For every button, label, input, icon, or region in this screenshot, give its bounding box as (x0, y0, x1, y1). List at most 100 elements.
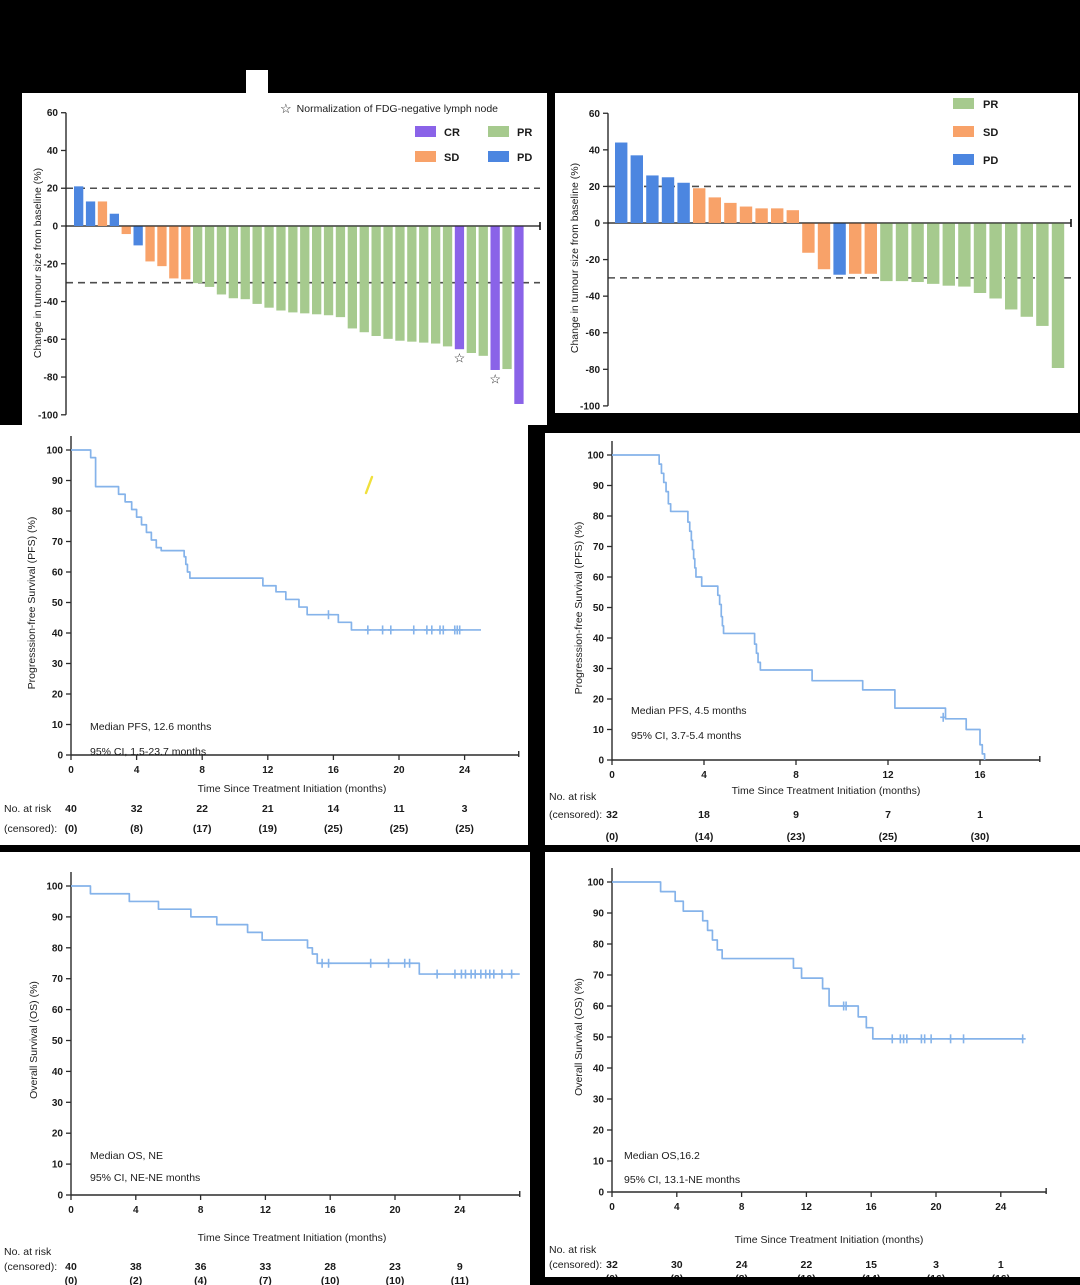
waterfall-bar (252, 226, 262, 304)
x-axis-label: Time Since Treatment Initiation (months) (197, 783, 387, 795)
risk-count: 40 (65, 1261, 77, 1273)
y-tick-label: 90 (593, 481, 605, 492)
risk-censored-count: (17) (193, 823, 212, 835)
y-tick-label: 70 (52, 537, 64, 548)
waterfall-bar (193, 226, 203, 284)
waterfall-bar (849, 223, 862, 274)
y-tick-label: -60 (586, 328, 601, 339)
y-tick-label: 20 (593, 695, 605, 706)
y-tick-label: -60 (44, 335, 59, 346)
risk-count: 36 (195, 1261, 207, 1273)
waterfall-bar (419, 226, 429, 343)
y-tick-label: 0 (57, 751, 63, 762)
risk-count: 40 (65, 803, 77, 815)
os-right-svg: 10090807060504030201000481216202432(0)30… (587, 868, 1047, 1277)
x-tick-label: 24 (995, 1202, 1007, 1213)
legend-label-SD: SD (444, 152, 459, 164)
risk-censored-count: (23) (787, 831, 806, 843)
x-tick-label: 16 (325, 1205, 337, 1216)
waterfall-bar (786, 210, 799, 223)
y-tick-label: 60 (593, 573, 605, 584)
x-tick-label: 16 (328, 765, 340, 776)
y-tick-label: 60 (52, 568, 64, 579)
y-tick-label: 40 (593, 1064, 605, 1075)
y-tick-label: 30 (593, 664, 605, 675)
y-tick-label: 80 (52, 507, 64, 518)
legend-label-PD: PD (983, 155, 998, 167)
risk-label-1: No. at risk (4, 803, 52, 815)
waterfall-bar (514, 226, 524, 404)
risk-count: 33 (260, 1261, 272, 1273)
risk-censored-count: (0) (606, 831, 619, 843)
waterfall-bar (677, 182, 690, 223)
waterfall-bar (1020, 223, 1033, 317)
y-tick-label: 40 (47, 146, 59, 157)
km-curve (612, 454, 986, 760)
waterfall-bar (630, 155, 643, 223)
x-tick-label: 24 (459, 765, 471, 776)
waterfall-bar (771, 208, 784, 223)
risk-count: 7 (885, 809, 891, 821)
y-tick-label: 20 (593, 1126, 605, 1137)
y-tick-label: 50 (593, 603, 605, 614)
waterfall-bar (989, 223, 1002, 299)
y-axis-label: Progresssion-free Survival (PFS) (%) (26, 516, 38, 690)
risk-count: 3 (462, 803, 468, 815)
risk-count: 1 (998, 1259, 1004, 1271)
y-tick-label: 60 (589, 109, 601, 120)
ci-annotation: 95% CI, NE-NE months (90, 1172, 201, 1184)
legend-label-PR: PR (983, 99, 998, 111)
waterfall-bar (264, 226, 274, 308)
y-axis-label: Change in tumour size from baseline (%) (569, 162, 581, 354)
median-annotation: Median PFS, 12.6 months (90, 721, 212, 733)
waterfall-bar (880, 223, 893, 282)
y-tick-label: 80 (593, 512, 605, 523)
risk-count: 22 (196, 803, 208, 815)
y-axis-label: Progresssion-free Survival (PFS) (%) (573, 521, 585, 695)
waterfall-bar (169, 226, 179, 279)
y-tick-label: 30 (52, 1098, 64, 1109)
y-tick-label: -80 (586, 365, 601, 376)
waterfall-bar (181, 226, 191, 280)
y-tick-label: -80 (44, 373, 59, 384)
y-tick-label: 20 (47, 184, 59, 195)
y-tick-label: 90 (52, 476, 64, 487)
risk-censored-count: (16) (927, 1273, 946, 1277)
risk-count: 14 (328, 803, 340, 815)
star-icon: ☆ (489, 371, 501, 386)
waterfall-bar (431, 226, 441, 344)
waterfall-bar (958, 223, 971, 287)
waterfall-bar (864, 223, 877, 274)
y-tick-label: -40 (44, 297, 59, 308)
x-tick-label: 16 (974, 770, 986, 781)
waterfall-bar (927, 223, 940, 284)
y-tick-label: 70 (593, 542, 605, 553)
x-tick-label: 12 (801, 1202, 813, 1213)
waterfall-bar (833, 223, 846, 275)
risk-censored-count: (4) (194, 1275, 207, 1285)
y-tick-label: 100 (46, 882, 63, 893)
y-tick-label: 40 (589, 145, 601, 156)
km-curve (612, 881, 1024, 1040)
waterfall-bar (615, 142, 628, 223)
y-tick-label: 20 (52, 1129, 64, 1140)
white-notch (246, 70, 268, 93)
waterfall-bar (133, 226, 143, 246)
waterfall-bar (442, 226, 453, 347)
waterfall-bar (739, 206, 753, 223)
y-tick-label: 50 (52, 598, 64, 609)
risk-count: 30 (671, 1259, 683, 1271)
risk-censored-count: (10) (321, 1275, 340, 1285)
waterfall-bar (661, 177, 675, 223)
y-tick-label: -40 (586, 292, 601, 303)
legend-note-text: Normalization of FDG-negative lymph node (296, 103, 498, 115)
risk-censored-count: (25) (455, 823, 474, 835)
y-tick-label: -100 (38, 410, 58, 421)
x-tick-label: 20 (389, 1205, 401, 1216)
waterfall-panel-right: 60 40 20 0 -20 -40 -60 -80 -100 PR SD PD Change in … (555, 93, 1078, 413)
waterfall-left-svg: 60 40 20 0 -20 -40 -60 -80 -100 ☆ ☆ CR PR SD PD (38, 108, 541, 421)
risk-count: 15 (865, 1259, 877, 1271)
waterfall-bar (323, 226, 334, 316)
star-icon: ☆ (454, 351, 466, 366)
